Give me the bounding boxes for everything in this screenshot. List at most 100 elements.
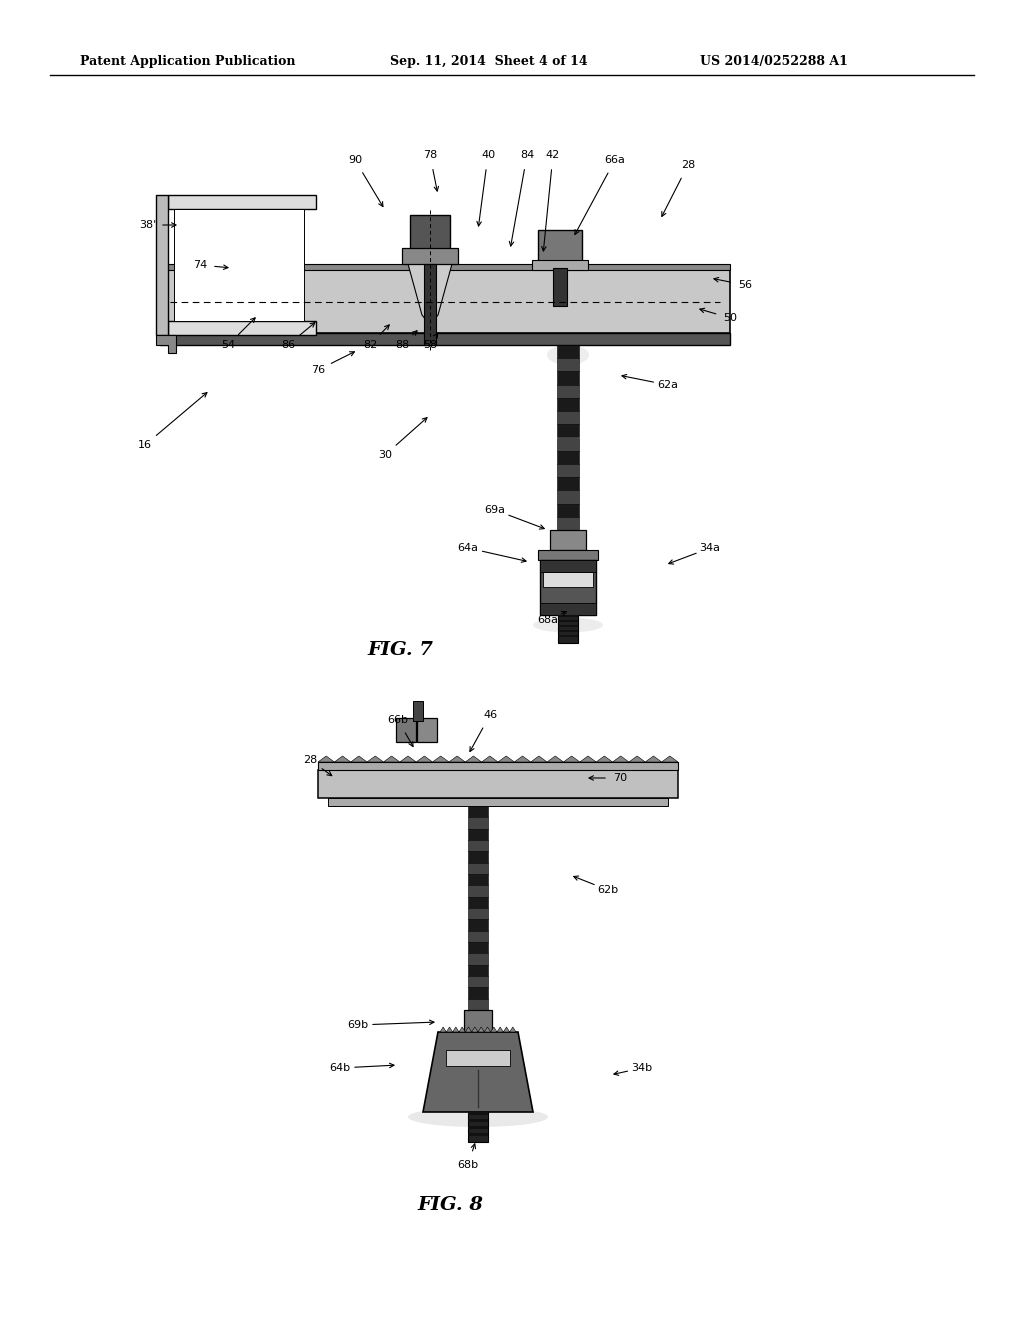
Text: 86: 86 [281,341,295,350]
Text: 42: 42 [546,150,560,160]
Bar [174,209,304,321]
Text: FIG. 8: FIG. 8 [417,1196,483,1214]
Bar [468,965,488,975]
Polygon shape [416,756,432,762]
Text: 28: 28 [303,755,317,766]
Polygon shape [156,335,176,352]
Bar [318,770,678,799]
Bar [468,886,488,896]
Ellipse shape [408,1107,548,1127]
Ellipse shape [547,345,589,366]
Bar [168,195,316,209]
Bar [540,603,596,615]
Bar [557,411,579,424]
Polygon shape [449,756,465,762]
Text: 66a: 66a [604,154,626,165]
Bar [156,195,168,335]
Bar [318,762,678,770]
Bar [557,437,579,450]
Bar [468,953,488,965]
Bar [468,1126,488,1129]
Text: 88: 88 [395,341,410,350]
Text: 46: 46 [483,710,497,719]
Text: 70: 70 [613,774,627,783]
Bar [468,931,488,942]
Text: 66b: 66b [387,715,409,725]
Bar [550,531,586,550]
Bar [558,635,578,638]
Bar [446,1049,510,1067]
Bar [468,942,488,953]
Text: Sep. 11, 2014  Sheet 4 of 14: Sep. 11, 2014 Sheet 4 of 14 [390,55,588,69]
Polygon shape [510,1027,516,1032]
Bar [538,550,598,560]
Polygon shape [504,1027,510,1032]
Polygon shape [465,1027,472,1032]
Polygon shape [478,1027,484,1032]
Bar [160,264,730,271]
Polygon shape [446,1027,453,1032]
Text: 34b: 34b [632,1063,652,1073]
Bar [543,572,593,587]
Bar [557,517,579,531]
Polygon shape [645,756,662,762]
Bar [557,397,579,411]
Polygon shape [580,756,596,762]
Bar [468,919,488,931]
Polygon shape [662,756,678,762]
Bar [468,987,488,999]
Bar [468,1111,488,1142]
Polygon shape [498,756,514,762]
Bar [468,807,488,817]
Polygon shape [563,756,580,762]
Polygon shape [423,1032,534,1111]
Bar [557,384,579,397]
Bar [328,799,668,807]
Bar [540,560,596,615]
Polygon shape [484,1027,490,1032]
Bar [558,624,578,627]
Text: 68a: 68a [538,615,558,624]
Text: 58: 58 [423,341,437,350]
Text: 64b: 64b [330,1063,350,1073]
Text: 69a: 69a [484,506,506,515]
Bar [468,975,488,987]
Bar [540,560,596,572]
Bar [557,503,579,517]
Bar [468,896,488,908]
Text: 40: 40 [481,150,495,160]
Text: 62b: 62b [597,884,618,895]
Bar [464,1010,492,1032]
Bar [557,450,579,463]
Polygon shape [612,756,629,762]
Bar [468,1133,488,1137]
Text: 62a: 62a [657,380,679,389]
Bar [396,718,416,742]
Bar [402,248,458,264]
Bar [557,490,579,503]
Bar [417,718,437,742]
Text: 76: 76 [311,366,325,375]
Bar [424,264,436,345]
Polygon shape [547,756,563,762]
Bar [160,271,730,333]
Bar [557,477,579,490]
Polygon shape [440,1027,446,1032]
Text: 38': 38' [139,220,157,230]
Bar [558,615,578,616]
Bar [557,358,579,371]
Text: 68b: 68b [458,1160,478,1170]
Bar [558,620,578,622]
Text: 56: 56 [738,280,752,290]
Bar [538,230,582,261]
Polygon shape [432,756,449,762]
Polygon shape [490,1027,497,1032]
Bar [468,829,488,840]
Bar [410,215,450,249]
Polygon shape [497,1027,504,1032]
Ellipse shape [534,618,603,632]
Bar [557,345,579,358]
Polygon shape [465,756,481,762]
Bar [413,701,423,721]
Bar [160,333,730,345]
